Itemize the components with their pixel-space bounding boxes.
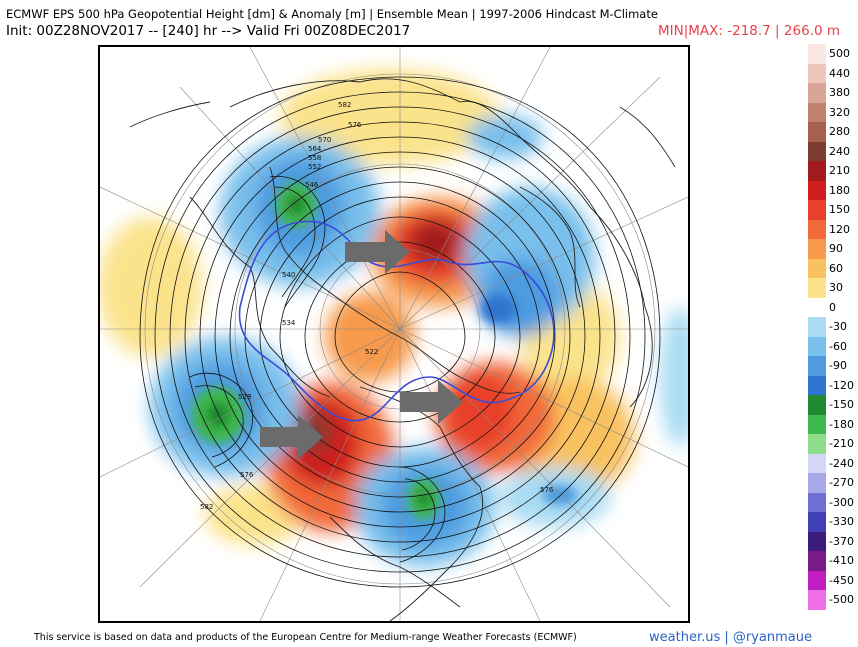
legend-swatch	[808, 434, 826, 454]
legend-label: -370	[829, 534, 854, 548]
legend-label: 90	[829, 242, 843, 255]
contour-label: 558	[308, 154, 321, 162]
arrow-atlantic-ridge	[400, 380, 463, 424]
legend-swatch	[808, 141, 826, 161]
legend-label: -210	[829, 437, 854, 450]
contour-label: 570	[318, 136, 331, 144]
legend-swatch	[808, 473, 826, 493]
legend-label: 180	[829, 183, 850, 197]
legend-label: -450	[829, 573, 854, 587]
graticule	[100, 47, 688, 621]
legend-swatch	[808, 375, 826, 395]
legend-label: -60	[829, 339, 847, 353]
legend-swatch	[808, 317, 826, 337]
arrow-west-ridge	[260, 415, 323, 459]
legend-label: 280	[829, 125, 850, 138]
legend-swatch	[808, 570, 826, 590]
legend-label: 320	[829, 105, 850, 119]
legend-label: -500	[829, 593, 854, 606]
legend-swatch	[808, 453, 826, 473]
legend-label: 150	[829, 203, 850, 216]
legend-label: -150	[829, 398, 854, 411]
legend-swatch	[808, 590, 826, 610]
legend-label: 440	[829, 66, 850, 80]
legend-label: 120	[829, 222, 850, 236]
legend-swatch	[808, 336, 826, 356]
legend-swatch	[808, 83, 826, 103]
contour-label: 576	[348, 121, 362, 129]
legend-swatch	[808, 531, 826, 551]
legend-swatch	[808, 180, 826, 200]
legend-swatch	[808, 239, 826, 259]
legend-label: -90	[829, 359, 847, 372]
legend-label: 210	[829, 164, 850, 177]
legend-swatch	[808, 102, 826, 122]
legend-swatch	[808, 395, 826, 415]
strong-anomaly-cores	[192, 183, 578, 519]
legend-swatch	[808, 414, 826, 434]
legend-swatch	[808, 356, 826, 376]
legend-label: 240	[829, 144, 850, 158]
contour-label: 540	[282, 271, 295, 279]
contour-labels: 582 576 570 564 558 552 546 540 534 528 …	[200, 101, 554, 511]
anomaly-map-svg: 582 576 570 564 558 552 546 540 534 528 …	[100, 47, 688, 621]
brand-credit[interactable]: weather.us | @ryanmaue	[649, 630, 812, 645]
contour-label: 576	[240, 471, 254, 479]
legend-swatch	[808, 551, 826, 571]
legend-label: -180	[829, 417, 854, 431]
contour-label: 582	[338, 101, 351, 109]
legend-label: 60	[829, 261, 843, 275]
anomaly-color-legend: 500 440 380 320 280 240 210 180 150 120 90 60 30 0 -30…	[808, 44, 858, 610]
highlight-contour	[238, 220, 555, 422]
legend-swatch	[808, 297, 826, 317]
contour-label: 528	[238, 393, 251, 401]
init-valid-time: Init: 00Z28NOV2017 -- [240] hr --> Valid…	[6, 23, 411, 39]
contour-label: 552	[308, 163, 321, 171]
legend-swatch	[808, 161, 826, 181]
legend-label: 380	[829, 86, 850, 99]
legend-label: -300	[829, 495, 854, 509]
legend-swatch	[808, 63, 826, 83]
legend-swatch	[808, 512, 826, 532]
legend-label: -120	[829, 378, 854, 392]
contour-label: 576	[540, 486, 554, 494]
legend-swatch	[808, 200, 826, 220]
contour-label: 534	[282, 319, 296, 327]
legend-swatch	[808, 258, 826, 278]
height-contours	[139, 76, 661, 588]
legend-swatch	[808, 492, 826, 512]
legend-label: -270	[829, 476, 854, 489]
annotation-arrows	[260, 230, 463, 459]
ecmwf-credit: This service is based on data and produc…	[34, 632, 577, 643]
legend-label: -30	[829, 320, 847, 333]
legend-label: 30	[829, 281, 843, 294]
legend-swatch	[808, 122, 826, 142]
contour-label: 546	[305, 181, 319, 189]
contour-label: 522	[365, 348, 378, 356]
legend-label: -240	[829, 456, 854, 470]
legend-swatch	[808, 44, 826, 64]
map-title: ECMWF EPS 500 hPa Geopotential Height [d…	[6, 7, 658, 21]
polar-stereographic-map: 582 576 570 564 558 552 546 540 534 528 …	[98, 45, 690, 623]
legend-label: 0	[829, 300, 836, 314]
contour-label: 564	[308, 145, 322, 153]
legend-label: -330	[829, 515, 854, 528]
arrow-arctic-ridge	[345, 230, 410, 274]
legend-swatch	[808, 278, 826, 298]
legend-label: -410	[829, 554, 854, 567]
min-max-readout: MIN|MAX: -218.7 | 266.0 m	[658, 23, 840, 39]
legend-label: 500	[829, 47, 850, 60]
legend-swatch	[808, 219, 826, 239]
contour-label: 582	[200, 503, 213, 511]
